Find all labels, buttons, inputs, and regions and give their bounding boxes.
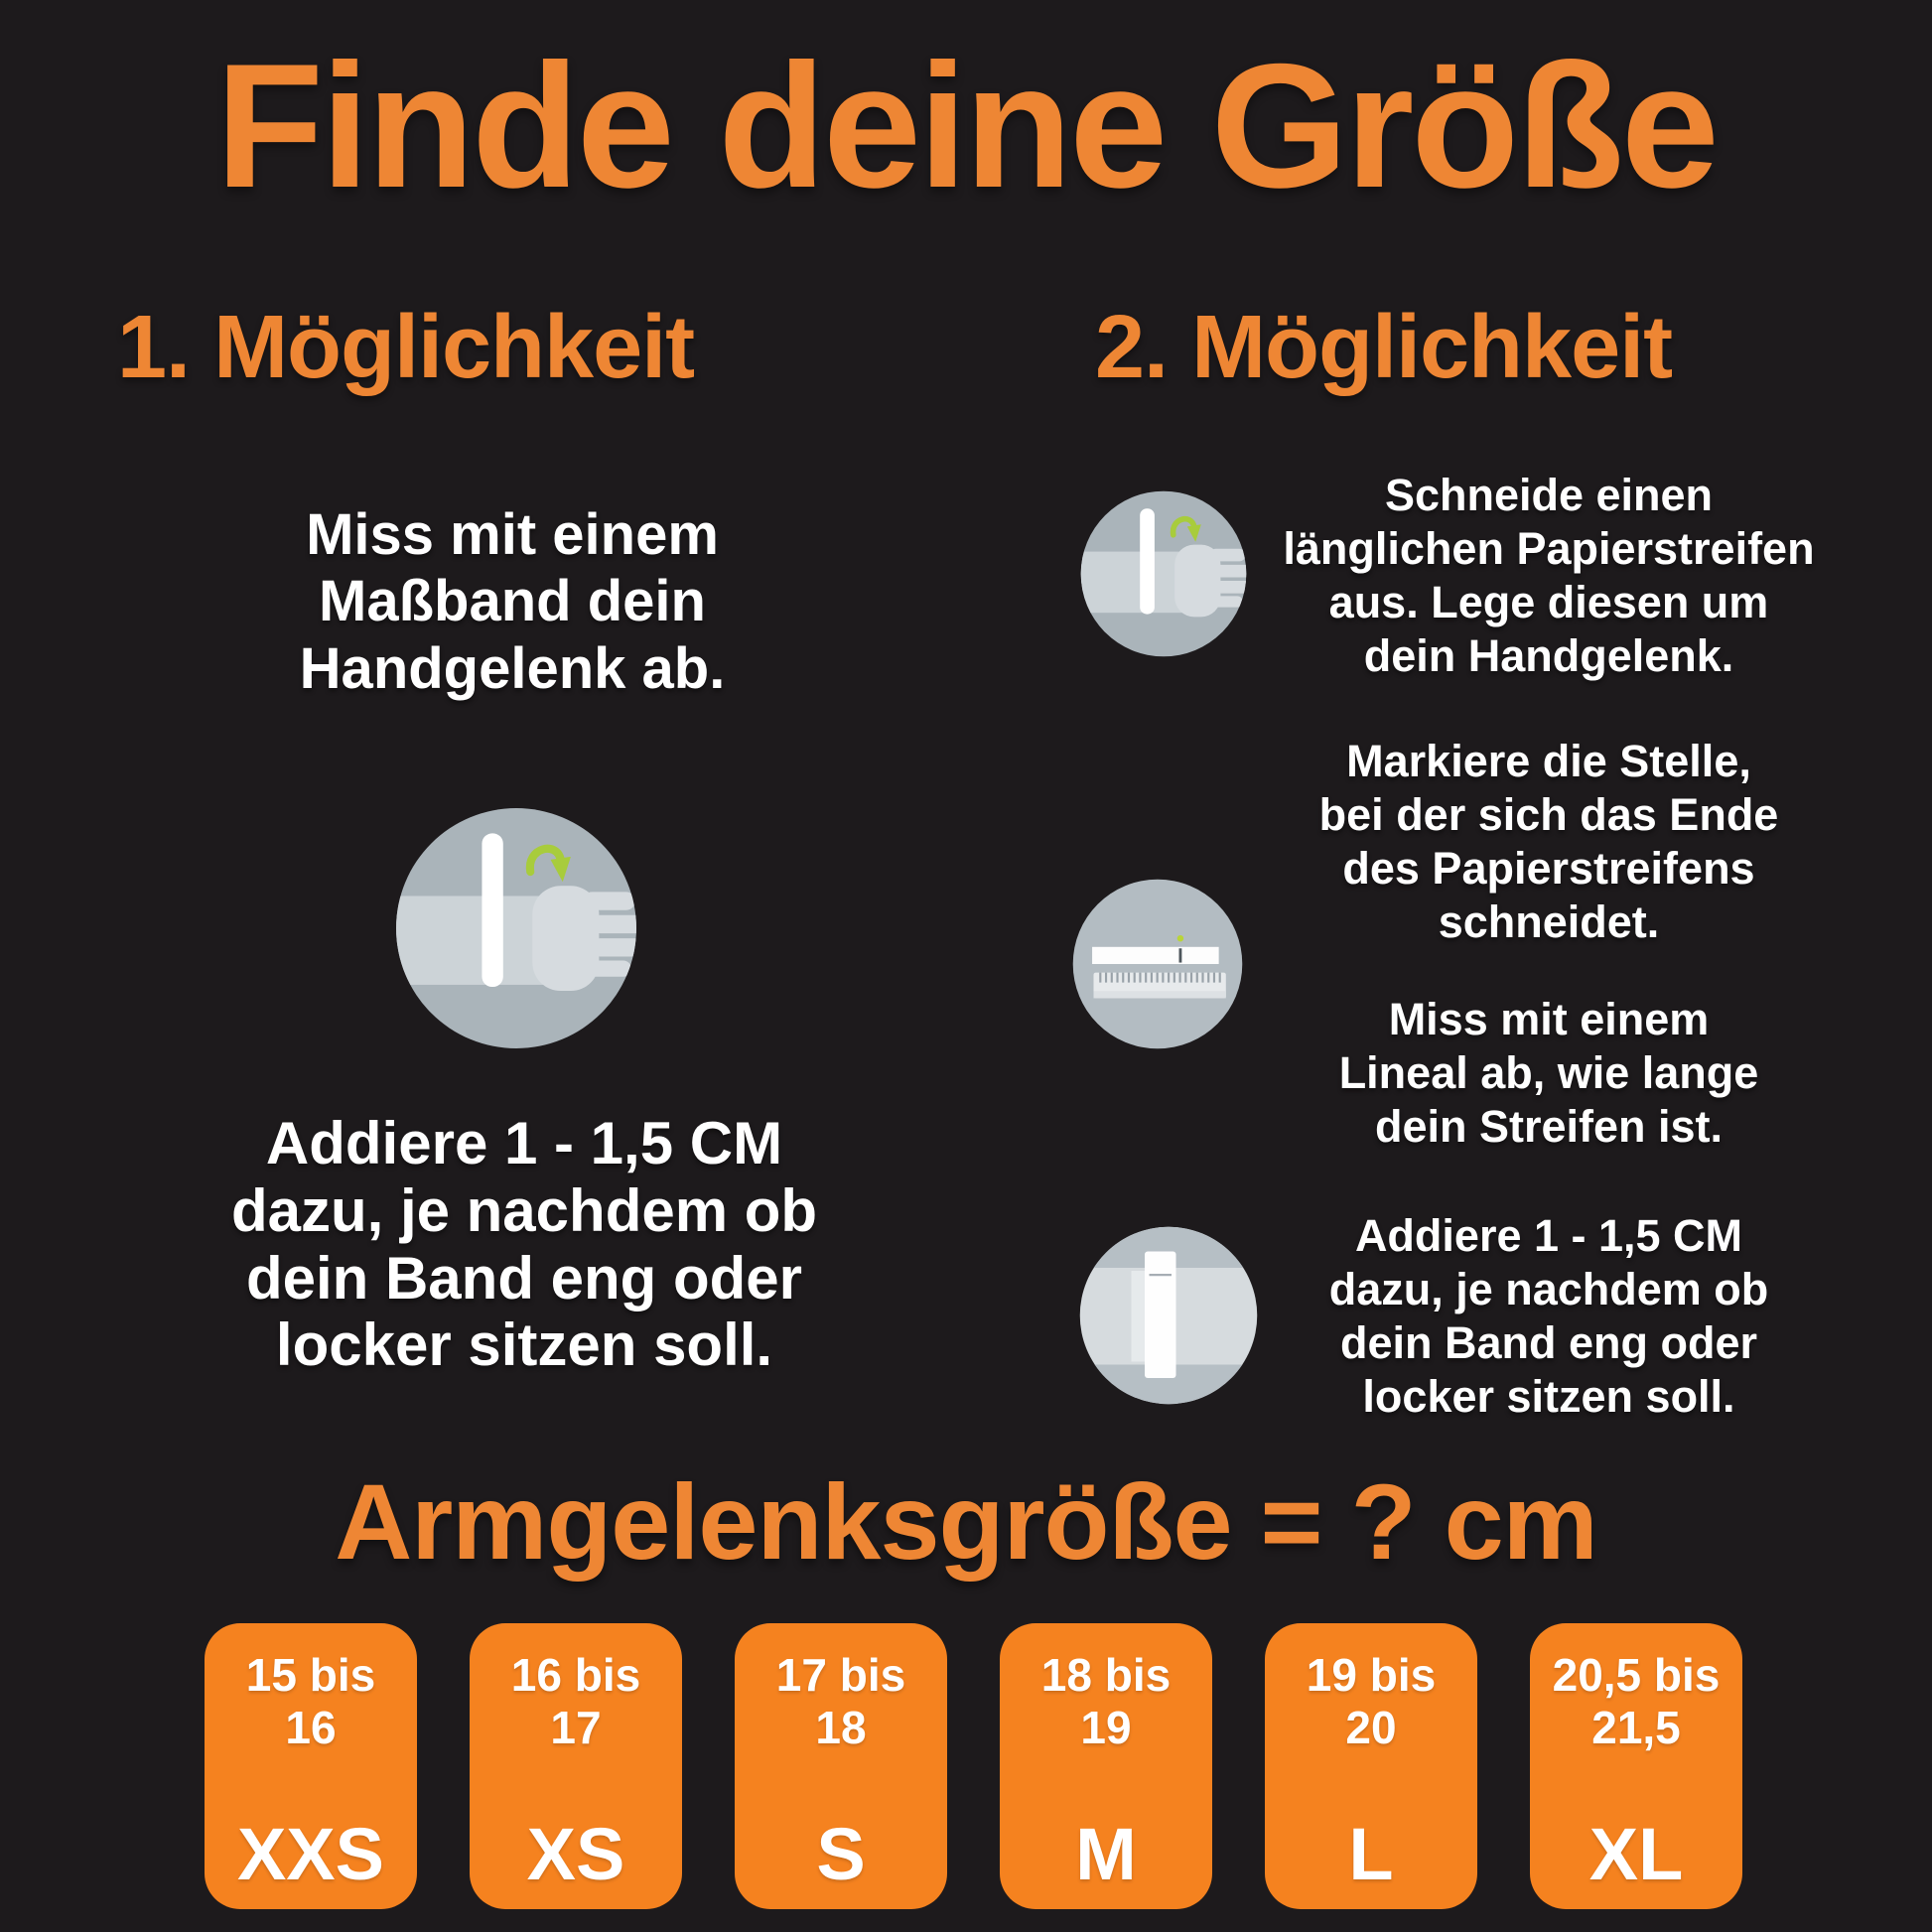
wrap-arrow-icon xyxy=(526,844,571,883)
size-box-l: 19 bis 20 L xyxy=(1265,1623,1477,1909)
page-title: Finde deine Größe xyxy=(215,27,1720,224)
ruler-icon xyxy=(1072,879,1243,1049)
size-label: XXS xyxy=(236,1813,385,1895)
size-range: 20,5 bis 21,5 xyxy=(1552,1649,1721,1753)
size-label: XL xyxy=(1588,1813,1684,1895)
size-range: 16 bis 17 xyxy=(510,1649,641,1753)
paper-strip-icon xyxy=(1079,1226,1258,1405)
size-box-xs: 16 bis 17 XS xyxy=(470,1623,682,1909)
size-label: M xyxy=(1075,1813,1137,1895)
size-box-xl: 20,5 bis 21,5 XL xyxy=(1530,1623,1742,1909)
method1-heading: 1. Möglichkeit xyxy=(117,298,695,397)
size-range: 19 bis 20 xyxy=(1306,1649,1437,1753)
wrist-measure-icon xyxy=(395,807,637,1049)
method2-step1-text: Schneide einen länglichen Papierstreifen a… xyxy=(1283,470,1815,681)
size-label: XS xyxy=(526,1813,625,1895)
wrist-measure-icon-small xyxy=(1080,490,1247,657)
method2-heading: 2. Möglichkeit xyxy=(1095,298,1673,397)
size-chart: 15 bis 16 XXS 16 bis 17 XS 17 bis 18 S 18 b… xyxy=(205,1623,1742,1909)
size-range: 17 bis 18 xyxy=(775,1649,906,1753)
size-range: 18 bis 19 xyxy=(1040,1649,1172,1753)
method2-step2b-text: Miss mit einem Lineal ab, wie lange dein S… xyxy=(1338,994,1759,1152)
method1-step1-text: Miss mit einem Maßband dein Handgelenk ab. xyxy=(299,502,726,701)
result-heading: Armgelenksgröße = ? cm xyxy=(335,1461,1597,1582)
method2-step2a-text: Markiere die Stelle, bei der sich das End… xyxy=(1318,736,1779,947)
size-box-m: 18 bis 19 M xyxy=(1000,1623,1212,1909)
size-label: S xyxy=(816,1813,866,1895)
size-box-xxs: 15 bis 16 XXS xyxy=(205,1623,417,1909)
size-box-s: 17 bis 18 S xyxy=(735,1623,947,1909)
size-label: L xyxy=(1348,1813,1394,1895)
size-range: 15 bis 16 xyxy=(245,1649,376,1753)
method2-step3-text: Addiere 1 - 1,5 CM dazu, je nachdem ob dei… xyxy=(1328,1210,1769,1422)
method1-step2-text: Addiere 1 - 1,5 CM dazu, je nachdem ob dei… xyxy=(230,1110,818,1379)
